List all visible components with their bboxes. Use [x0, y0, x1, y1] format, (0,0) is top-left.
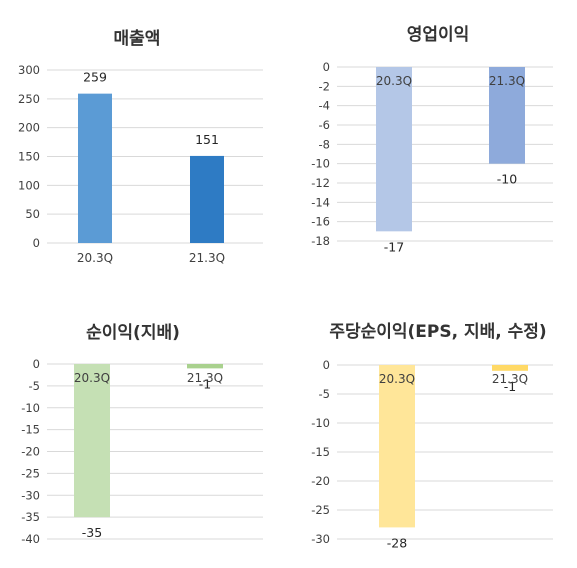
y-tick-label: 0: [33, 357, 40, 371]
chart-title: 주당순이익(EPS, 지배, 수정): [329, 322, 546, 342]
y-tick-label: -15: [21, 423, 40, 437]
y-tick-label: -8: [319, 137, 330, 151]
bar: [489, 67, 525, 164]
bar: [187, 364, 223, 369]
y-tick-label: -35: [21, 510, 40, 524]
y-tick-label: -20: [21, 445, 40, 459]
data-label: -35: [82, 525, 102, 540]
y-tick-label: -10: [21, 401, 40, 415]
bar: [379, 365, 415, 528]
y-tick-label: -10: [311, 157, 330, 171]
y-tick-label: -25: [311, 503, 330, 517]
y-tick-label: -6: [319, 118, 330, 132]
data-label: -1: [504, 379, 516, 394]
bar: [74, 364, 110, 518]
y-tick-label: 150: [18, 150, 40, 164]
y-tick-label: -40: [21, 532, 40, 546]
y-tick-label: -10: [311, 416, 330, 430]
bar: [376, 67, 412, 232]
data-label: 259: [83, 70, 107, 85]
y-tick-label: 300: [18, 63, 40, 77]
y-tick-label: -5: [319, 387, 330, 401]
bar: [492, 365, 528, 371]
y-tick-label: -14: [311, 195, 330, 209]
y-tick-label: -30: [311, 532, 330, 546]
category-label: 21.3Q: [492, 372, 528, 386]
y-tick-label: -25: [21, 466, 40, 480]
y-tick-label: -16: [311, 215, 330, 229]
y-tick-label: -18: [311, 234, 330, 248]
chart-title: 매출액: [114, 29, 161, 49]
y-tick-label: 0: [323, 358, 330, 372]
chart-title: 영업이익: [407, 25, 470, 45]
data-label: -1: [199, 376, 211, 391]
y-tick-label: 0: [323, 60, 330, 74]
y-tick-label: -30: [21, 488, 40, 502]
category-label: 21.3Q: [187, 371, 223, 385]
category-label: 20.3Q: [77, 251, 113, 265]
category-label: 21.3Q: [189, 251, 225, 265]
y-tick-label: -12: [311, 176, 330, 190]
category-label: 20.3Q: [376, 74, 412, 88]
chart-title: 순이익(지배): [86, 323, 180, 343]
y-tick-label: -4: [319, 99, 330, 113]
bar: [78, 93, 112, 243]
y-tick-label: 50: [25, 207, 40, 221]
category-label: 20.3Q: [74, 371, 110, 385]
data-label: -28: [387, 535, 407, 550]
y-tick-label: 200: [18, 121, 40, 135]
y-tick-label: 250: [18, 92, 40, 106]
category-label: 20.3Q: [379, 372, 415, 386]
bar: [190, 155, 224, 243]
y-tick-label: -20: [311, 474, 330, 488]
y-tick-label: -15: [311, 445, 330, 459]
y-tick-label: 0: [33, 236, 40, 250]
y-tick-label: -5: [29, 379, 40, 393]
y-tick-label: 100: [18, 178, 40, 192]
y-tick-label: -2: [319, 79, 330, 93]
category-label: 21.3Q: [489, 74, 525, 88]
data-label: -10: [497, 172, 517, 187]
data-label: -17: [384, 239, 404, 254]
data-label: 151: [195, 132, 219, 147]
